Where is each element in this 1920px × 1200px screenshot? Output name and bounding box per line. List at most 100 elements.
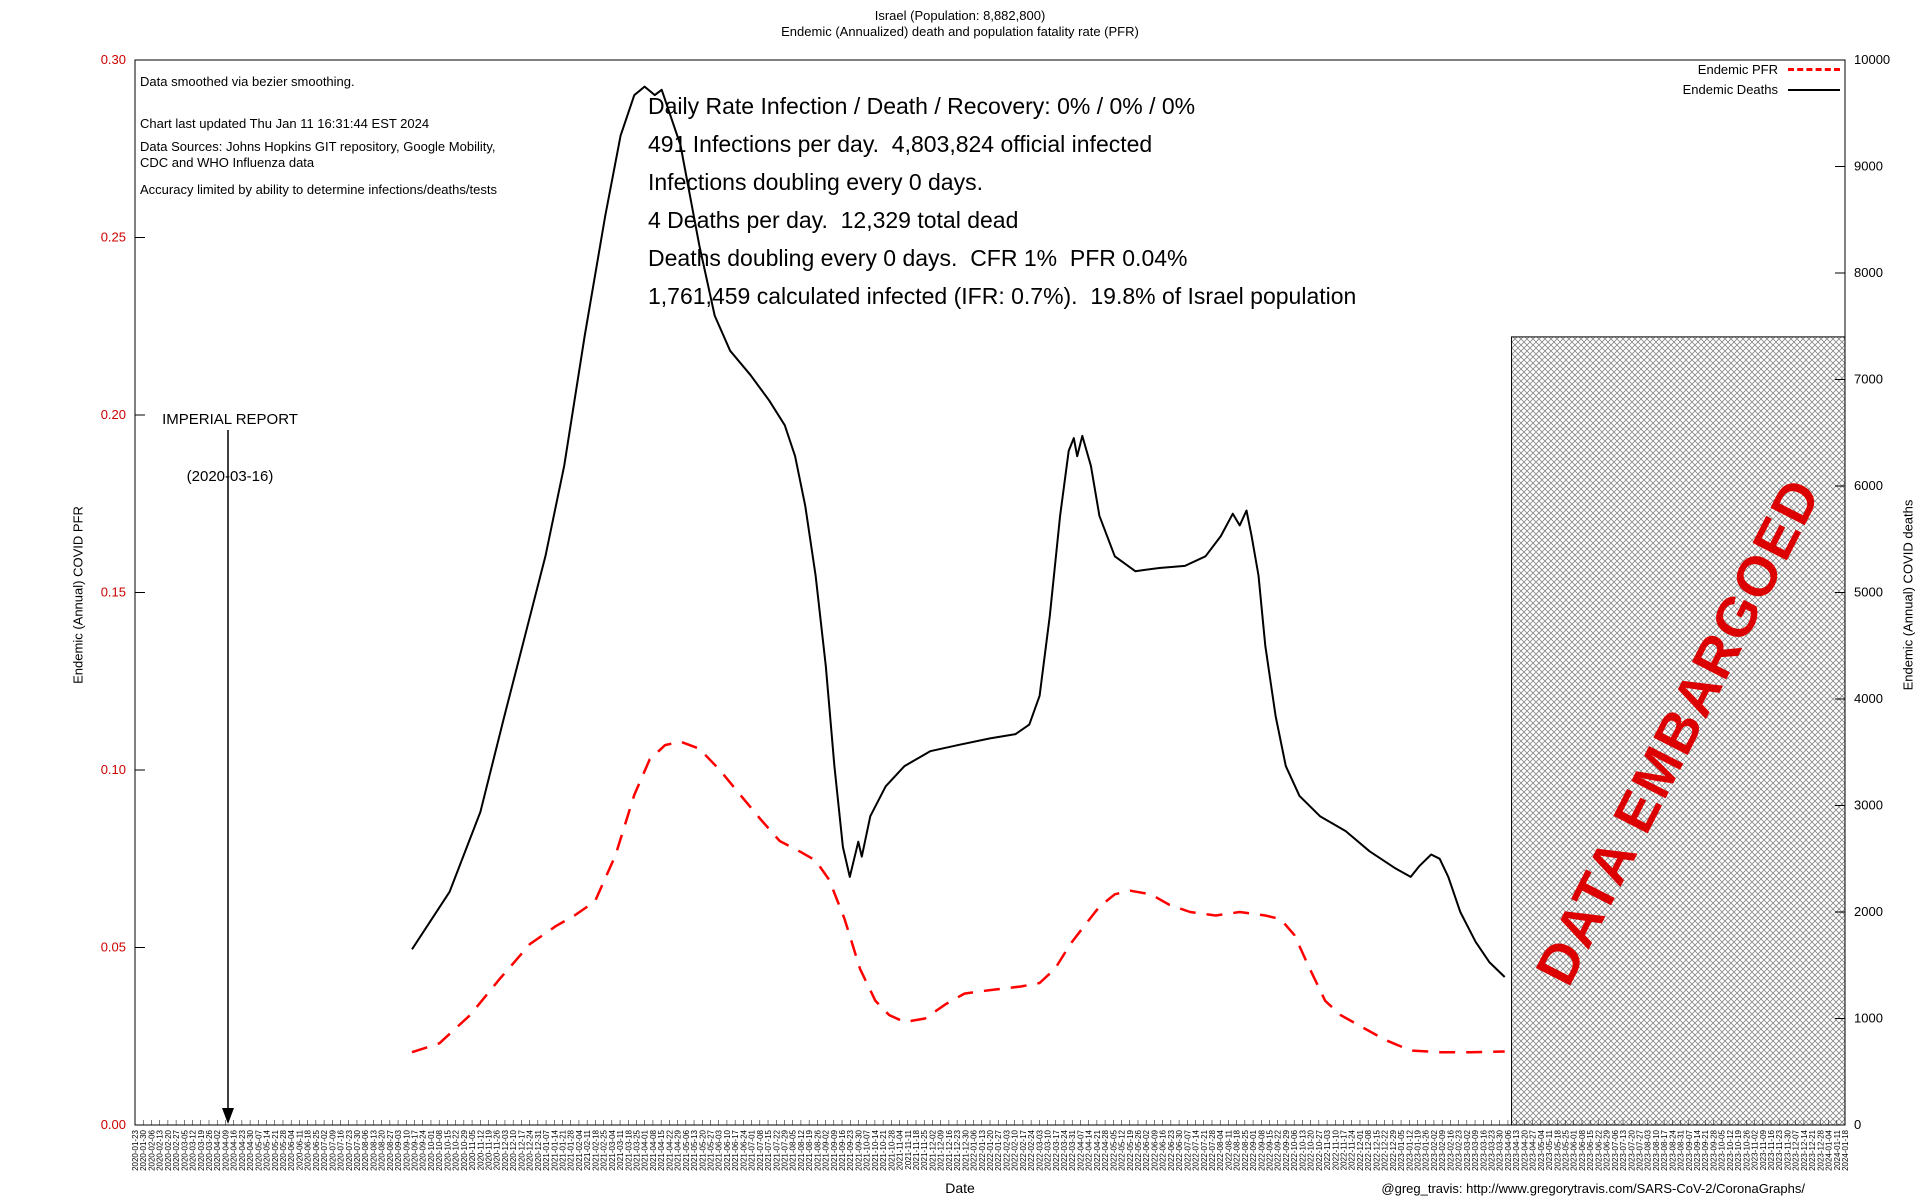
x-tick-label: 2020-10-29 [460,1129,469,1170]
x-tick-label: 2020-07-16 [337,1129,346,1170]
x-tick-label: 2023-11-16 [1767,1129,1776,1170]
x-tick-label: 2023-06-22 [1594,1129,1603,1170]
x-tick-label: 2022-04-14 [1085,1129,1094,1170]
x-tick-label: 2021-09-02 [822,1129,831,1170]
x-tick-label: 2021-10-07 [863,1129,872,1170]
stats-infection-doubling: Infections doubling every 0 days. [648,169,983,195]
x-tick-label: 2020-07-30 [353,1129,362,1170]
imperial-report-title: IMPERIAL REPORT [162,411,298,428]
x-tick-label: 2023-02-02 [1430,1129,1439,1170]
x-tick-label: 2023-08-24 [1668,1129,1677,1170]
x-tick-label: 2020-09-24 [419,1129,428,1170]
x-tick-label: 2021-10-21 [879,1129,888,1170]
x-tick-label: 2022-06-30 [1175,1129,1184,1170]
legend-label-pfr: Endemic PFR [1697,62,1778,77]
x-tick-label: 2021-08-12 [797,1129,806,1170]
x-tick-label: 2022-01-06 [970,1129,979,1170]
x-tick-label: 2020-11-26 [493,1129,502,1170]
x-tick-label: 2021-02-25 [600,1129,609,1170]
x-tick-label: 2020-01-23 [131,1129,140,1170]
x-tick-label: 2020-09-10 [402,1129,411,1170]
x-tick-label: 2023-04-13 [1512,1129,1521,1170]
x-tick-label: 2023-10-12 [1726,1129,1735,1170]
deaths-line [411,85,1506,978]
x-tick-label: 2021-11-25 [920,1129,929,1170]
x-tick-label: 2023-02-09 [1438,1129,1447,1170]
x-tick-label: 2023-05-25 [1561,1129,1570,1170]
x-tick-label: 2022-06-23 [1167,1129,1176,1170]
x-tick-label: 2022-10-27 [1315,1129,1324,1170]
x-tick-label: 2020-02-06 [147,1129,156,1170]
x-tick-label: 2021-11-11 [904,1129,913,1169]
x-tick-label: 2023-01-26 [1422,1129,1431,1170]
x-tick-label: 2022-08-25 [1241,1129,1250,1170]
x-tick-label: 2023-11-23 [1775,1129,1784,1170]
x-tick-label: 2020-12-03 [501,1129,510,1170]
x-tick-label: 2021-02-18 [591,1129,600,1170]
x-tick-label: 2022-05-12 [1118,1129,1127,1170]
x-tick-label: 2020-02-20 [164,1129,173,1170]
x-tick-label: 2023-07-06 [1611,1129,1620,1170]
x-tick-label: 2020-05-28 [279,1129,288,1170]
x-tick-label: 2023-03-02 [1463,1129,1472,1170]
deaths-line-sample-icon [1788,88,1840,91]
x-tick-label: 2022-12-22 [1381,1129,1390,1170]
stats-calculated-infected: 1,761,459 calculated infected (IFR: 0.7%… [648,283,1357,309]
x-tick-label: 2022-03-17 [1052,1129,1061,1170]
x-tick-label: 2023-11-30 [1783,1129,1792,1170]
x-tick-label: 2022-10-13 [1298,1129,1307,1170]
x-tick-label: 2020-04-23 [238,1129,247,1170]
left-tick-label: 0.20 [101,407,126,422]
x-tick-label: 2020-07-02 [320,1129,329,1170]
x-tick-label: 2021-04-15 [657,1129,666,1170]
x-tick-label: 2023-08-10 [1652,1129,1661,1170]
x-tick-label: 2023-12-07 [1792,1129,1801,1170]
legend: Endemic PFR Endemic Deaths [1683,62,1840,97]
right-tick-label: 1000 [1854,1011,1883,1026]
x-tick-label: 2023-03-23 [1487,1129,1496,1170]
x-tick-label: 2020-06-04 [287,1129,296,1170]
x-tick-label: 2020-04-30 [246,1129,255,1170]
note-smoothing: Data smoothed via bezier smoothing. [140,74,355,89]
x-tick-label: 2022-09-01 [1249,1129,1258,1170]
x-tick-label: 2021-05-13 [690,1129,699,1170]
x-tick-label: 2023-01-12 [1405,1129,1414,1170]
left-tick-label: 0.00 [101,1117,126,1132]
note-sources-line1: Data Sources: Johns Hopkins GIT reposito… [140,139,496,154]
x-tick-label: 2020-08-06 [361,1129,370,1170]
x-tick-label: 2022-05-05 [1109,1129,1118,1170]
x-tick-label: 2020-12-17 [517,1129,526,1170]
x-tick-label: 2022-09-15 [1266,1129,1275,1170]
right-tick-label: 3000 [1854,798,1883,813]
x-tick-label: 2023-06-15 [1586,1129,1595,1170]
x-tick-label: 2021-05-20 [698,1129,707,1170]
x-tick-label: 2021-03-18 [624,1129,633,1170]
imperial-report-annotation: IMPERIAL REPORT (2020-03-16) [140,372,320,524]
x-tick-label: 2022-04-21 [1093,1129,1102,1170]
x-tick-label: 2021-09-16 [838,1129,847,1170]
x-tick-label: 2023-05-18 [1553,1129,1562,1170]
x-tick-label: 2023-06-29 [1603,1129,1612,1170]
legend-item-pfr: Endemic PFR [1698,62,1840,77]
right-tick-label: 6000 [1854,478,1883,493]
stats-infections: 491 Infections per day. 4,803,824 offici… [648,131,1153,157]
x-tick-label: 2023-12-21 [1808,1129,1817,1170]
x-tick-label: 2020-12-24 [526,1129,535,1170]
left-tick-label: 0.25 [101,230,126,245]
x-tick-label: 2020-07-09 [328,1129,337,1170]
x-tick-label: 2022-05-26 [1134,1129,1143,1170]
x-tick-label: 2023-08-03 [1644,1129,1653,1170]
x-tick-label: 2021-08-19 [805,1129,814,1170]
x-tick-label: 2020-09-17 [411,1129,420,1170]
x-tick-label: 2023-11-09 [1759,1129,1768,1170]
x-tick-label: 2021-07-08 [756,1129,765,1170]
stats-block: Daily Rate Infection / Death / Recovery:… [648,93,1356,321]
x-tick-label: 2020-08-13 [369,1129,378,1170]
right-tick-label: 7000 [1854,372,1883,387]
x-tick-label: 2023-09-28 [1709,1129,1718,1170]
x-tick-label: 2023-06-08 [1578,1129,1587,1170]
x-tick-label: 2021-04-22 [665,1129,674,1170]
x-tick-label: 2022-03-03 [1035,1129,1044,1170]
x-tick-label: 2022-04-07 [1076,1129,1085,1170]
